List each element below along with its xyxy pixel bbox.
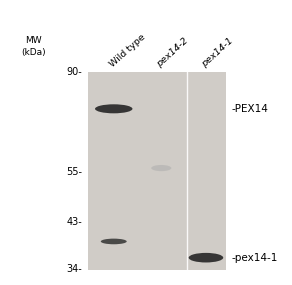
Ellipse shape xyxy=(151,165,171,171)
Text: MW
(kDa): MW (kDa) xyxy=(21,36,45,57)
Text: Wild type: Wild type xyxy=(108,32,147,69)
Text: pex14-2: pex14-2 xyxy=(155,36,190,69)
Text: -pex14-1: -pex14-1 xyxy=(232,253,278,263)
Text: 55-: 55- xyxy=(66,167,82,177)
Bar xyxy=(88,72,226,270)
Text: -PEX14: -PEX14 xyxy=(232,104,269,114)
Ellipse shape xyxy=(189,253,223,262)
Ellipse shape xyxy=(101,239,127,244)
Text: pex14-1: pex14-1 xyxy=(200,36,235,69)
Text: 34-: 34- xyxy=(66,264,82,274)
Ellipse shape xyxy=(95,104,133,113)
Text: 90-: 90- xyxy=(66,67,82,77)
Text: 43-: 43- xyxy=(66,217,82,227)
